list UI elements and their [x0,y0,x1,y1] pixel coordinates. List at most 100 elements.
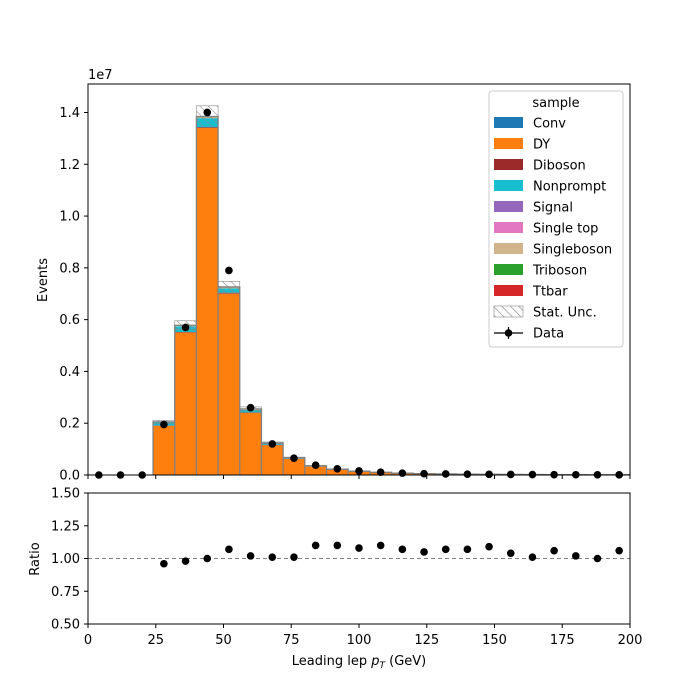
y-offset-label: 1e7 [88,68,113,83]
ratio-point-0 [160,559,168,568]
ratio-x-tick-label: 75 [283,633,300,648]
legend-swatch-signal [494,201,523,212]
ratio-y-axis-label: Ratio [28,542,43,575]
legend-label: Stat. Unc. [533,306,597,321]
ratio-point-2 [203,554,212,563]
ratio-point-5 [268,553,277,561]
bar-dy-6 [218,293,240,475]
data-point-10 [311,461,320,469]
ratio-y-tick-label: 1.00 [51,552,80,567]
ratio-point-10 [376,541,385,550]
legend-label: Nonprompt [533,180,606,195]
legend-swatch-stat-unc [493,305,524,318]
ratio-point-9 [355,544,363,552]
data-point-18 [485,470,493,479]
ratio-point-14 [463,545,472,554]
ratio-point-3 [225,545,233,554]
ratio-point-18 [550,546,558,555]
ratio-y-tick-label: 1.50 [51,487,80,502]
bar-dy-8 [261,445,284,475]
legend-frame [488,90,624,348]
ratio-point-16 [506,549,515,558]
legend-swatch-conv [494,117,523,128]
main-y-axis-label: Events [36,258,51,302]
ratio-x-tick-label: 0 [84,633,92,648]
bar-dy-5 [196,128,219,475]
bar-dy-10 [304,466,327,475]
legend-swatch-nonprompt [494,180,523,191]
legend: sample Conv DY Diboson Nonprompt Signal Singl… [488,90,624,348]
legend-data-marker [504,329,513,337]
main-y-ticks: 0.0 0.2 0.4 0.6 0.8 1.0 1.2 1.4 [59,106,88,484]
ratio-y-tick-label: 0.75 [51,585,80,600]
ratio-y-tick-label: 1.25 [51,519,80,534]
legend-swatch-ttbar [494,285,523,296]
ratio-point-7 [311,541,320,550]
data-point-7 [246,403,255,412]
legend-swatch-diboson [494,159,523,170]
y-tick-label: 0.8 [59,261,80,276]
ratio-point-8 [333,541,342,550]
ratio-x-tick-label: 200 [618,633,643,648]
data-point-5 [203,108,212,117]
ratio-point-21 [615,546,623,555]
data-point-13 [376,468,385,477]
legend-label: Conv [533,117,566,132]
ratio-point-19 [572,552,580,560]
legend-label: Ttbar [532,285,568,300]
data-point-8 [268,440,277,448]
data-point-11 [333,464,342,473]
ratio-x-tick-label: 150 [482,633,507,648]
y-tick-label: 0.6 [59,313,80,328]
ratio-point-17 [528,553,537,561]
ratio-x-tick-label: 100 [347,633,372,648]
x-axis-label: Leading lep pT (GeV) [292,654,426,671]
data-point-9 [290,454,298,462]
data-point-15 [420,469,428,478]
y-tick-label: 1.0 [59,210,80,225]
bar-diboson-4 [174,332,197,333]
ratio-x-tick-label: 50 [215,633,232,648]
legend-title: sample [532,96,579,111]
main-x-ticks [87,475,631,479]
data-point-17 [463,470,472,478]
bar-dy-4 [174,332,197,475]
legend-label: DY [533,138,550,153]
bar-diboson-5 [196,127,219,129]
legend-label: Data [533,327,564,342]
y-tick-label: 0.4 [59,365,80,380]
bar-dy-3 [153,425,175,475]
ratio-point-13 [441,545,450,554]
ratio-points [160,541,623,568]
y-tick-label: 0.0 [59,469,80,484]
data-point-16 [441,470,450,478]
legend-swatch-dy [494,138,523,149]
data-point-14 [398,469,407,477]
data-point-3 [160,420,168,429]
legend-swatch-singleboson [494,243,523,254]
ratio-point-6 [290,553,298,561]
bar-dy-7 [239,412,262,475]
ratio-plot: 0.50 0.75 1.00 1.25 1.50 0 25 50 75 100 125 150 175… [28,487,642,672]
legend-label: Triboson [532,264,587,279]
ratio-point-15 [485,542,493,551]
ratio-x-tick-label: 125 [414,633,439,648]
ratio-x-tick-label: 175 [550,633,575,648]
data-point-12 [355,467,363,475]
ratio-point-4 [246,552,255,560]
ratio-point-12 [420,548,428,556]
data-point-19 [506,470,515,479]
y-tick-label: 1.2 [59,158,80,173]
bar-diboson-6 [218,293,240,294]
ratio-point-11 [398,545,407,554]
ratio-plot-area [88,493,630,624]
y-tick-label: 1.4 [59,106,80,121]
data-point-6 [225,266,233,275]
legend-label: Single top [533,222,598,237]
ratio-point-1 [181,557,190,565]
legend-swatch-single-top [494,222,523,233]
legend-items: Conv DY Diboson Nonprompt Signal Single top Si… [493,117,612,342]
legend-label: Signal [533,201,573,216]
legend-swatch-triboson [494,264,523,275]
